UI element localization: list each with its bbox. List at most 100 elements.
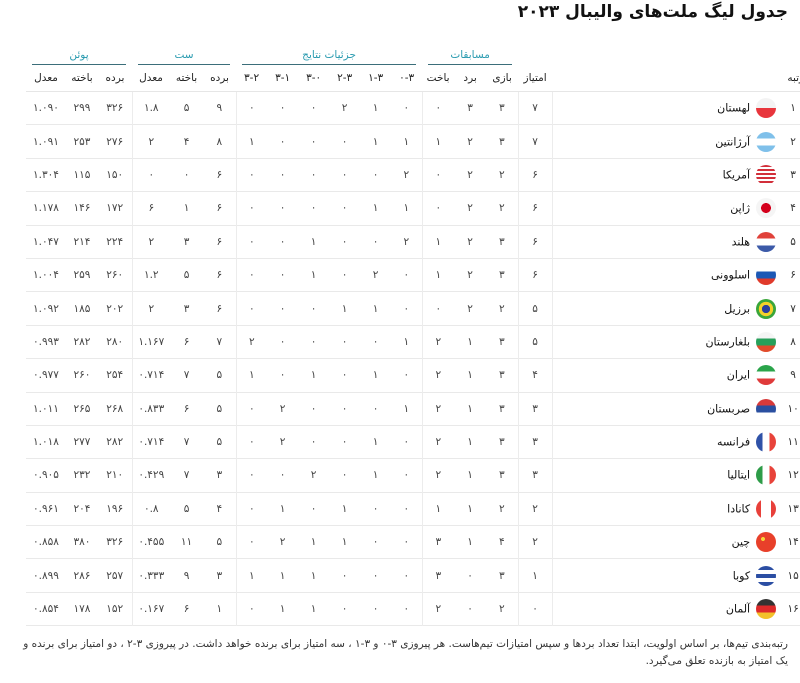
team-name: چین <box>731 535 751 549</box>
cell-pts-won: ۱۷۲ <box>106 202 124 215</box>
cell-sets-lost: ۱ <box>183 202 190 215</box>
usa-flag-icon <box>756 164 777 185</box>
rank-cell: ۹ <box>790 369 796 382</box>
cell-r30: ۲ <box>403 168 410 181</box>
col-sets-lost: باخته <box>170 65 204 92</box>
cell-pts-lost: ۲۸۲ <box>73 335 91 348</box>
cell-r31: ۰ <box>372 235 379 248</box>
cell-sets-ratio: ۰.۸ <box>131 492 171 526</box>
cell-r30: ۱ <box>403 135 410 148</box>
cell-sets-ratio: ۲ <box>131 225 171 259</box>
cell-r31: ۰ <box>372 536 379 549</box>
team-name: کانادا <box>727 502 751 516</box>
cell-r32: ۰ <box>341 603 348 616</box>
cell-r23: ۲ <box>235 325 268 359</box>
poland-flag-icon <box>756 98 777 119</box>
cell-won: ۱ <box>467 369 473 382</box>
cell-r13: ۰ <box>279 202 286 215</box>
cell-played: ۲ <box>499 502 505 515</box>
cell-r31: ۰ <box>372 168 379 181</box>
table-row: ۱۱ فرانسه ۳ ۳ ۱ ۲ ۰ ۱ ۰ ۰ ۲ ۰ ۵ ۷ ۰.۷۱۴ ۲۸۲ ۲۷۷ ۱.۰۱۸ <box>26 425 800 459</box>
cell-lost: ۱ <box>421 492 455 526</box>
team-name: لهستان <box>717 101 751 115</box>
cell-sets-lost: ۱۱ <box>180 536 193 549</box>
cell-score: ۳ <box>517 458 553 493</box>
cell-r13: ۰ <box>279 102 286 115</box>
cell-lost: ۱ <box>421 258 455 292</box>
cell-won: ۲ <box>467 168 473 181</box>
cell-r31: ۱ <box>372 302 379 315</box>
cell-r13: ۱ <box>279 569 286 582</box>
table-row: ۵ هلند ۶ ۳ ۲ ۱ ۲ ۰ ۰ ۱ ۰ ۰ ۶ ۳ ۲ ۲۲۴ ۲۱۴ ۱.۰۴۷ <box>26 225 800 259</box>
col-pts-lost: باخته <box>66 65 98 92</box>
table-row: ۸ بلغارستان ۵ ۳ ۱ ۲ ۱ ۰ ۰ ۰ ۰ ۲ ۷ ۶ ۱.۱۶۷ ۲۸۰ ۲۸۲ ۰.۹۹۳ <box>26 325 800 359</box>
cell-won: ۲ <box>467 202 473 215</box>
team-cell: ژاپن <box>551 191 777 226</box>
cell-pts-ratio: ۰.۸۵۴ <box>33 603 59 616</box>
france-flag-icon <box>756 432 777 453</box>
cell-sets-won: ۶ <box>216 168 223 181</box>
cell-lost: ۰ <box>421 158 455 192</box>
cell-pts-lost: ۲۶۵ <box>73 402 91 415</box>
cell-pts-ratio: ۱.۱۷۸ <box>33 202 59 215</box>
cell-sets-lost: ۵ <box>183 269 190 282</box>
cell-r03: ۱ <box>310 269 317 282</box>
cell-r13: ۱ <box>279 502 286 515</box>
cell-r30: ۱ <box>403 202 410 215</box>
cell-pts-won: ۲۶۸ <box>106 402 124 415</box>
cell-r03: ۰ <box>310 202 317 215</box>
cell-sets-won: ۴ <box>216 502 223 515</box>
cell-lost: ۰ <box>421 291 455 326</box>
cell-r30: ۰ <box>403 302 410 315</box>
germany-flag-icon <box>756 599 777 620</box>
cell-pts-lost: ۱۷۸ <box>73 603 91 616</box>
cell-won: ۰ <box>467 569 473 582</box>
cell-r23: ۰ <box>235 225 268 259</box>
rank-cell: ۱۵ <box>787 569 799 582</box>
cell-pts-lost: ۲۷۷ <box>73 436 91 449</box>
cell-lost: ۲ <box>421 392 455 426</box>
cell-r23: ۰ <box>235 258 268 292</box>
group-points: پوئن <box>26 35 132 65</box>
cell-r13: ۰ <box>279 168 286 181</box>
cell-r32: ۰ <box>341 369 348 382</box>
cell-pts-ratio: ۰.۹۹۳ <box>33 335 59 348</box>
team-cell: هلند <box>551 225 777 259</box>
cell-r32: ۰ <box>341 135 348 148</box>
cell-pts-ratio: ۱.۳۰۴ <box>33 168 59 181</box>
table-row: ۱۴ چین ۲ ۴ ۱ ۳ ۰ ۰ ۱ ۱ ۲ ۰ ۵ ۱۱ ۰.۴۵۵ ۳۲۶ ۳۸۰ ۰.۸۵۸ <box>26 525 800 559</box>
cell-sets-won: ۸ <box>216 135 223 148</box>
col-r23: ۳-۲ <box>236 65 268 92</box>
rank-cell: ۱۱ <box>787 436 799 449</box>
argentina-flag-icon <box>756 131 777 152</box>
cell-r13: ۲ <box>279 536 286 549</box>
cell-sets-won: ۶ <box>216 269 223 282</box>
cell-lost: ۱ <box>421 225 455 259</box>
cell-r23: ۰ <box>235 392 268 426</box>
team-cell: بلغارستان <box>551 325 777 359</box>
cell-lost: ۲ <box>421 325 455 359</box>
cell-r30: ۰ <box>403 569 410 582</box>
cell-won: ۱ <box>467 536 473 549</box>
cell-played: ۳ <box>499 569 505 582</box>
cell-r13: ۰ <box>279 469 286 482</box>
cell-r23: ۱ <box>235 358 268 393</box>
cell-r32: ۰ <box>341 436 348 449</box>
cell-pts-won: ۲۰۲ <box>106 302 124 315</box>
table-row: ۱۲ ایتالیا ۳ ۳ ۱ ۲ ۰ ۱ ۰ ۲ ۰ ۰ ۳ ۷ ۰.۴۲۹ ۲۱۰ ۲۳۲ ۰.۹۰۵ <box>26 458 800 493</box>
cuba-flag-icon <box>756 565 777 586</box>
cell-sets-lost: ۵ <box>183 502 190 515</box>
team-name: ایران <box>726 368 751 382</box>
cell-r31: ۱ <box>372 102 379 115</box>
team-cell: کانادا <box>551 492 777 526</box>
cell-played: ۲ <box>499 302 505 315</box>
cell-won: ۱ <box>467 436 473 449</box>
cell-r30: ۰ <box>403 502 410 515</box>
cell-r03: ۰ <box>310 335 317 348</box>
cell-r03: ۰ <box>310 402 317 415</box>
cell-r13: ۲ <box>279 436 286 449</box>
cell-r23: ۱ <box>235 558 268 593</box>
cell-r30: ۰ <box>403 102 410 115</box>
cell-played: ۳ <box>499 335 505 348</box>
rank-cell: ۱۶ <box>787 603 799 616</box>
